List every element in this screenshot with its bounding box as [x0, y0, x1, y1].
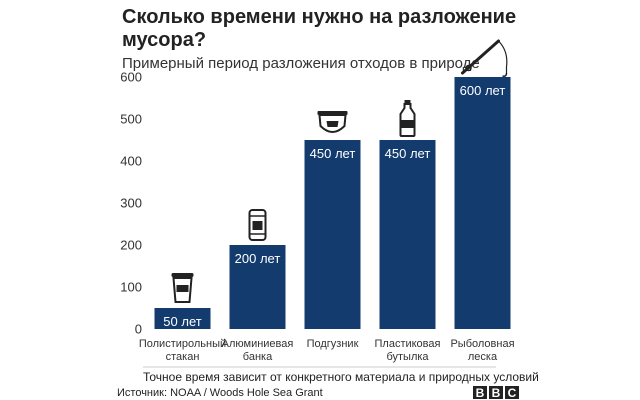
- bar-value-label: 600 лет: [460, 83, 506, 98]
- bbc-logo-box-2: [489, 386, 503, 399]
- category-label: Рыболовная: [450, 338, 514, 350]
- bbc-logo-box-3: [505, 386, 519, 399]
- chart-title-line-2: мусора?: [122, 29, 206, 51]
- bbc-logo-letter-3: C: [508, 386, 517, 400]
- cup-icon: [171, 273, 194, 303]
- y-tick-label: 400: [120, 154, 142, 169]
- bottle-icon: [399, 100, 416, 137]
- bar-value-label: 200 лет: [235, 251, 281, 266]
- bar: [229, 245, 286, 329]
- y-tick-label: 300: [120, 196, 142, 211]
- y-tick-label: 200: [120, 238, 142, 253]
- y-tick-label: 0: [135, 322, 142, 337]
- y-tick-label: 600: [120, 70, 142, 85]
- can-icon: [248, 209, 267, 241]
- bar-value-label: 450 лет: [310, 146, 356, 161]
- bbc-logo-letter-2: B: [492, 386, 501, 400]
- bar: [379, 140, 436, 329]
- category-label: Полистирольный: [139, 338, 226, 350]
- diaper-icon: [317, 111, 348, 133]
- bbc-logo: B B C: [473, 386, 519, 400]
- footnote: Точное время зависит от конкретного мате…: [143, 370, 539, 384]
- category-label: Подгузник: [307, 338, 359, 350]
- chart-title-line-1: Сколько времени нужно на разложение: [122, 6, 516, 28]
- category-label: бутылка: [386, 351, 429, 363]
- icons-group: [171, 39, 508, 303]
- y-axis: 0 100 200 300 400 500 600: [120, 70, 142, 337]
- category-label: Пластиковая: [375, 338, 441, 350]
- bar: [454, 77, 511, 329]
- bar: [304, 140, 361, 329]
- bar-value-label: 50 лет: [163, 314, 201, 329]
- source-text: Источник: NOAA / Woods Hole Sea Grant: [117, 387, 323, 399]
- bbc-logo-box-1: [473, 386, 487, 399]
- category-label: банка: [243, 351, 273, 363]
- chart-subtitle: Примерный период разложения отходов в пр…: [122, 55, 480, 72]
- category-label: Алюминиевая: [222, 338, 294, 350]
- bars-group: 50 лет 200 лет 450 лет 450 лет 600 лет: [154, 77, 511, 329]
- bbc-logo-letter-1: B: [476, 386, 485, 400]
- y-tick-label: 100: [120, 280, 142, 295]
- y-tick-label: 500: [120, 112, 142, 127]
- bar-value-label: 450 лет: [385, 146, 431, 161]
- category-label: леска: [468, 351, 498, 363]
- category-label: стакан: [166, 351, 200, 363]
- fishing-line-icon: [461, 39, 508, 77]
- bar: [154, 308, 211, 329]
